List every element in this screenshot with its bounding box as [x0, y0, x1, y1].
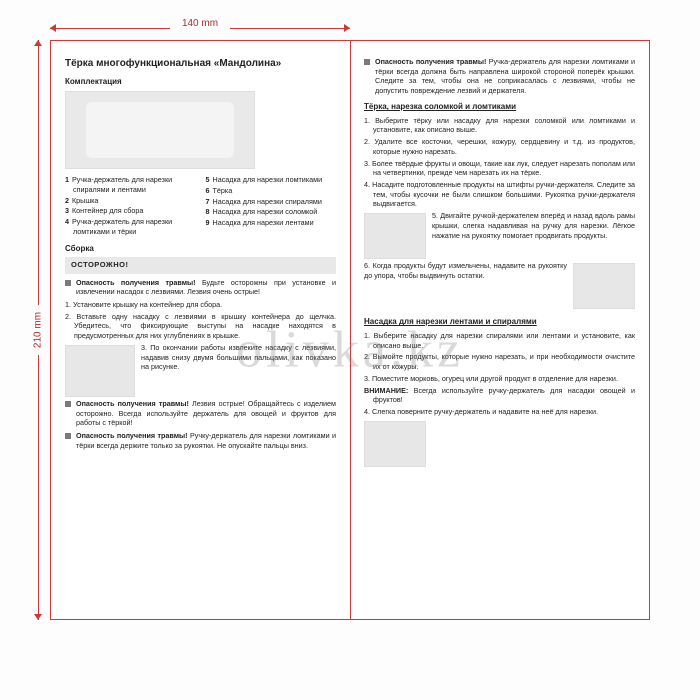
- bullet-square-icon: [65, 433, 71, 439]
- bullet-square-icon: [65, 401, 71, 407]
- legend-item: 6Тёрка: [206, 186, 337, 196]
- step-item: 1. Установите крышку на контейнер для сб…: [65, 300, 336, 310]
- warning-item: Опасность получения травмы! Ручка-держат…: [364, 57, 635, 96]
- dim-height-text: 210 mm: [33, 312, 44, 348]
- legend-item: 8Насадка для нарезки соломкой: [206, 207, 337, 217]
- page-left: Тёрка многофункциональная «Мандолина» Ко…: [51, 41, 350, 619]
- section-grater: Тёрка, нарезка соломкой и ломтиками: [364, 102, 635, 113]
- instruction-photo: [573, 263, 635, 309]
- warning-item: Опасность получения травмы! Будьте остор…: [65, 278, 336, 297]
- step-text: 6. Когда продукты будут измельчены, нада…: [364, 261, 567, 280]
- section-components: Комплектация: [65, 77, 336, 88]
- step-text: 5. Двигайте ручкой-держателем вперёд и н…: [432, 211, 635, 239]
- bullet-square-icon: [65, 280, 71, 286]
- step-item: 2. Удалите все косточки, черешки, кожуру…: [364, 137, 635, 156]
- dimension-height-label: 210 mm: [28, 40, 48, 620]
- warning-item: Опасность получения травмы! Ручку-держат…: [65, 431, 336, 450]
- step-with-image: 3. По окончании работы извлеките насадку…: [65, 343, 336, 399]
- step-text: 3. По окончании работы извлеките насадку…: [141, 343, 336, 371]
- step-item: 1. Выберите тёрку или насадку для нарезк…: [364, 116, 635, 135]
- step-item: 1. Выберите насадку для нарезки спиралям…: [364, 331, 635, 350]
- document-frame: Тёрка многофункциональная «Мандолина» Ко…: [50, 40, 650, 620]
- instruction-photo: [65, 345, 135, 397]
- components-photo: [65, 91, 255, 169]
- section-spiral: Насадка для нарезки лентами и спиралями: [364, 317, 635, 328]
- legend-item: 1Ручка-держатель для нарезки спиралями и…: [65, 175, 196, 194]
- legend-item: 9Насадка для нарезки лентами: [206, 218, 337, 228]
- caution-box: ОСТОРОЖНО!: [65, 257, 336, 273]
- step-item: 4. Насадите подготовленные продукты на ш…: [364, 180, 635, 209]
- step-item: 2. Вставьте одну насадку с лезвиями в кр…: [65, 312, 336, 341]
- legend-item: 4Ручка-держатель для нарезки ломтиками и…: [65, 217, 196, 236]
- bullet-square-icon: [364, 59, 370, 65]
- legend-item: 3Контейнер для сбора: [65, 206, 196, 216]
- legend-columns: 1Ручка-держатель для нарезки спиралями и…: [65, 175, 336, 237]
- product-title: Тёрка многофункциональная «Мандолина»: [65, 57, 336, 71]
- step-item: 4. Слегка поверните ручку-держатель и на…: [364, 407, 635, 417]
- dimension-width-label: 140 mm: [50, 18, 350, 38]
- step-with-image: 5. Двигайте ручкой-держателем вперёд и н…: [364, 211, 635, 261]
- warning-item: Опасность получения травмы! Лезвия остры…: [65, 399, 336, 428]
- page-right: Опасность получения травмы! Ручка-держат…: [350, 41, 649, 619]
- step-item: 3. Поместите морковь, огурец или другой …: [364, 374, 635, 384]
- section-assembly: Сборка: [65, 244, 336, 255]
- legend-item: 5Насадка для нарезки ломтиками: [206, 175, 337, 185]
- instruction-photo: [364, 421, 426, 467]
- step-with-image: 6. Когда продукты будут измельчены, нада…: [364, 261, 635, 311]
- step-item: 2. Вымойте продукты, которые нужно нарез…: [364, 352, 635, 371]
- legend-item: 7Насадка для нарезки спиралями: [206, 197, 337, 207]
- legend-item: 2Крышка: [65, 196, 196, 206]
- step-item: 3. Более твёрдые фрукты и овощи, такие к…: [364, 159, 635, 178]
- instruction-photo: [364, 213, 426, 259]
- dim-width-text: 140 mm: [182, 18, 218, 29]
- attention-item: ВНИМАНИЕ: Всегда используйте ручку-держа…: [364, 386, 635, 405]
